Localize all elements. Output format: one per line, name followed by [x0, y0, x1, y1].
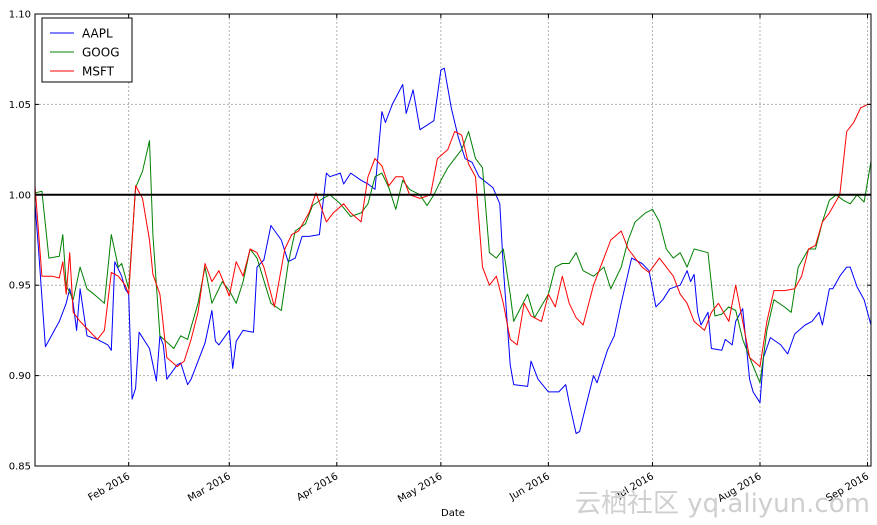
- y-tick-label: 0.85: [9, 462, 31, 473]
- series-layer: [35, 67, 871, 434]
- legend: AAPL GOOG MSFT: [41, 17, 133, 83]
- x-tick-label: Mar 2016: [186, 471, 233, 504]
- x-tick-label: Apr 2016: [295, 471, 340, 503]
- plot-frame: [34, 13, 872, 467]
- legend-label-msft: MSFT: [82, 65, 115, 79]
- x-axis: Feb 2016 Mar 2016 Apr 2016 May 2016 Jun 2016…: [87, 14, 871, 505]
- series-line-goog: [35, 131, 871, 384]
- grid: [35, 13, 871, 467]
- y-tick-label: 0.90: [9, 371, 31, 382]
- x-tick-label: May 2016: [396, 471, 444, 505]
- y-tick-label: 1.10: [9, 10, 31, 21]
- x-tick-label: Jun 2016: [507, 471, 552, 503]
- series-line-aapl: [35, 67, 871, 434]
- legend-label-aapl: AAPL: [82, 27, 113, 41]
- legend-label-goog: GOOG: [82, 46, 120, 60]
- x-tick-label: Feb 2016: [87, 471, 133, 504]
- y-tick-label: 1.05: [9, 100, 31, 111]
- series-line-msft: [35, 103, 871, 368]
- y-tick-label: 1.00: [9, 190, 31, 201]
- y-tick-label: 0.95: [9, 281, 31, 292]
- x-axis-title: Date: [441, 508, 465, 519]
- watermark: 云栖社区 yq.aliyun.com: [575, 489, 870, 519]
